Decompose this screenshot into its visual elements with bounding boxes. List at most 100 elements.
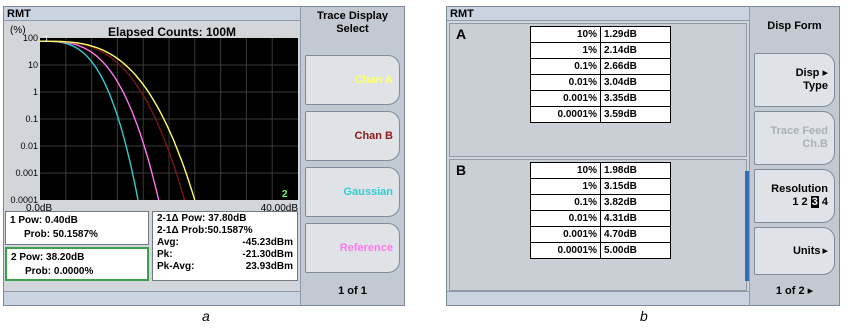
table-row: 10% 1.98dB [530,162,671,179]
channel-b-group: B 10% 1.98dB 1% 3.15dB 0.1% 3.82dB 0.01% 4.31dB… [449,159,747,291]
delta-readout: 2-1Δ Pow: 37.80dB 2-1Δ Prob:50.1587% Avg… [152,211,298,281]
probability-cell: 0.001% [530,226,601,243]
caption-b: b [640,308,648,324]
marker1-flag: 1 [44,34,49,44]
chan-a-trace [40,40,196,201]
arrow-right-icon: ▸ [822,67,828,79]
power-cell: 3.04dB [600,74,671,91]
units-label: Units [792,244,821,257]
pkavg-label: Pk-Avg: [157,261,195,272]
table-row: 10% 1.29dB [530,26,671,43]
marker1-prob: Prob: 50.1587% [24,229,98,240]
table-row: 0.01% 3.04dB [530,74,671,91]
power-cell: 3.35dB [600,90,671,107]
power-cell: 4.70dB [600,226,671,243]
probability-cell: 0.1% [530,58,601,75]
power-cell: 1.98dB [600,162,671,179]
resolution-softkey[interactable]: Resolution 1 2 3 4 [754,169,835,223]
active-indicator [745,171,749,281]
trace-feed-softkey[interactable]: Trace Feed Ch.B [754,111,835,165]
probability-cell: 0.0001% [530,242,601,259]
units-softkey[interactable]: Units ▸ [754,227,835,275]
table-row: 0.0001% 3.59dB [530,106,671,123]
probability-cell: 0.001% [530,90,601,107]
power-cell: 2.66dB [600,58,671,75]
y-tick-label: 0.1 [25,114,38,124]
status-bar [4,291,300,305]
caption-a: a [202,308,210,324]
chan-b-label: Chan B [354,129,394,142]
marker1-readout: 1 Pow: 0.40dB Prob: 50.1587% [5,211,149,245]
trace-feed-line1: Trace Feed [770,125,828,137]
ccdf-graph-panel: RMT (%) Elapsed Counts: 100M 100 10 1 0.1 0.… [3,6,405,306]
chan-a-label: Chan A [354,73,393,86]
pk-value: -21.30dBm [242,249,293,260]
power-cell: 3.59dB [600,106,671,123]
softkey-menu-title: Trace Display Select [317,10,388,35]
power-cell: 3.82dB [600,194,671,211]
resolution-line2: 1 2 3 4 [792,196,828,208]
chan-b-softkey[interactable]: Chan B [305,111,400,161]
resolution-line1: Resolution [771,183,828,195]
table-row: 0.0001% 5.00dB [530,242,671,259]
reference-label: Reference [339,241,393,254]
table-row: 0.1% 3.82dB [530,194,671,211]
disp-type-line2: Type [803,80,828,92]
table-row: 0.001% 3.35dB [530,90,671,107]
avg-value: -45.23dBm [242,237,293,248]
resolution-selected: 3 [810,196,819,208]
delta-pow: 2-1Δ Pow: 37.80dB [157,213,247,224]
marker2-prob: Prob: 0.0000% [25,266,94,277]
grid [40,38,298,200]
x-min-label: 0.0dB [26,203,52,214]
window-title: RMT [447,7,749,21]
y-tick-label: 0.001 [15,168,38,178]
status-bar [447,291,749,305]
softkey-menu: Disp Form Disp ▸ Type Trace Feed Ch.B Re… [749,7,839,305]
gaussian-label: Gaussian [343,185,393,198]
y-tick-label: 0.01 [20,141,38,151]
power-cell: 3.15dB [600,178,671,195]
page-indicator: 1 of 1 [338,285,367,297]
probability-cell: 0.01% [530,210,601,227]
softkey-menu-title: Disp Form [767,20,822,32]
power-cell: 2.14dB [600,42,671,59]
y-tick-label: 1 [33,87,38,97]
page-indicator[interactable]: 1 of 2 ▸ [775,285,814,297]
marker1-pow: 1 Pow: 0.40dB [10,215,78,226]
x-max-label: 40.00dB [261,203,299,214]
pkavg-value: 23.93dBm [245,261,293,272]
ccdf-table-panel: RMT A 10% 1.29dB 1% 2.14dB 0.1% 2.66dB 0.01% 3.… [446,6,840,306]
marker2-readout[interactable]: 2 Pow: 38.20dB Prob: 0.0000% [5,247,149,281]
arrow-right-icon: ▸ [807,285,814,297]
table-row: 0.001% 4.70dB [530,226,671,243]
softkey-menu: Trace Display Select Chan A Chan B Gauss… [300,7,404,305]
table-row: 0.1% 2.66dB [530,58,671,75]
traces: 12 [40,34,288,201]
y-tick-label: 0.0001 [10,195,38,205]
table-row: 1% 3.15dB [530,178,671,195]
pk-label: Pk: [157,249,173,260]
channel-a-table: 10% 1.29dB 1% 2.14dB 0.1% 2.66dB 0.01% 3.04dB 0.… [530,26,671,123]
y-unit-label: (%) [10,25,26,36]
reference-softkey[interactable]: Reference [305,223,400,273]
table-row: 0.01% 4.31dB [530,210,671,227]
power-cell: 4.31dB [600,210,671,227]
probability-cell: 10% [530,26,601,43]
y-tick-label: 100 [23,33,38,43]
y-tick-label: 10 [28,60,38,70]
chan-a-softkey[interactable]: Chan A [305,55,400,105]
graph-area: (%) Elapsed Counts: 100M 100 10 1 0.1 0.01 0.… [4,21,300,293]
power-cell: 5.00dB [600,242,671,259]
y-axis: 100 10 1 0.1 0.01 0.001 0.0001 [10,33,38,205]
probability-cell: 1% [530,42,601,59]
disp-type-softkey[interactable]: Disp ▸ Type [754,53,835,107]
gaussian-softkey[interactable]: Gaussian [305,167,400,217]
marker2-pow: 2 Pow: 38.20dB [11,252,85,263]
probability-cell: 0.01% [530,74,601,91]
probability-cell: 0.0001% [530,106,601,123]
avg-label: Avg: [157,237,179,248]
probability-cell: 10% [530,162,601,179]
probability-cell: 0.1% [530,194,601,211]
delta-prob: 2-1Δ Prob:50.1587% [157,225,253,236]
